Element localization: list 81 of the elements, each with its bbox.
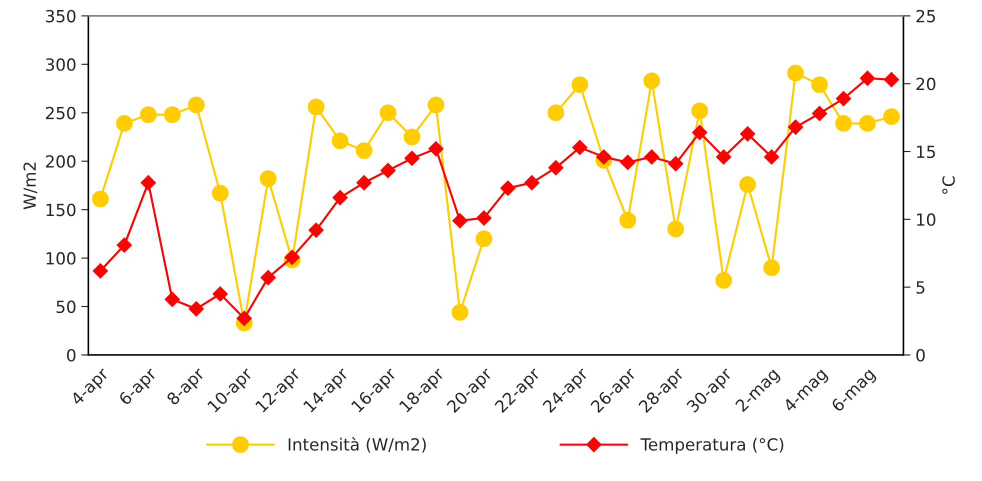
y-axis-title: W/m2 <box>23 162 38 210</box>
point <box>260 270 276 286</box>
point <box>188 301 204 316</box>
y-tick-label: 250 <box>46 106 76 120</box>
point <box>260 170 277 187</box>
point <box>619 212 636 229</box>
point <box>308 98 324 116</box>
point <box>548 160 564 176</box>
y2-tick-label: 10 <box>917 213 936 226</box>
point <box>787 64 804 82</box>
point <box>476 210 492 226</box>
point <box>92 263 108 278</box>
point <box>884 72 900 88</box>
y-tick-label: 150 <box>46 204 76 216</box>
point <box>643 72 660 90</box>
point <box>500 180 516 196</box>
point <box>596 149 612 165</box>
point <box>715 272 732 289</box>
point <box>428 96 444 114</box>
point <box>284 250 300 265</box>
point <box>836 91 852 106</box>
point <box>92 190 109 208</box>
y2-tick-label: 25 <box>916 10 935 22</box>
point <box>140 175 156 190</box>
y-tick-label: 100 <box>46 252 76 265</box>
point <box>812 106 828 122</box>
point <box>763 259 780 276</box>
point <box>332 132 348 150</box>
y-tick-label: 300 <box>46 58 76 71</box>
point <box>548 104 564 122</box>
point <box>164 106 181 124</box>
point <box>644 149 660 165</box>
point <box>140 106 157 124</box>
y-tick-label: 200 <box>46 155 76 168</box>
y2-tick-label: 20 <box>916 78 936 90</box>
point <box>571 76 588 93</box>
point <box>835 115 852 132</box>
legend-label: Intensità (W/m2) <box>288 437 426 453</box>
point <box>691 102 708 120</box>
point <box>356 142 372 159</box>
point <box>476 230 492 248</box>
y-tick-label: 50 <box>56 300 76 314</box>
point <box>452 213 468 228</box>
point <box>860 70 876 86</box>
point <box>524 175 540 190</box>
point <box>739 176 756 193</box>
y2-tick-label: 0 <box>916 348 925 362</box>
y2-axis-title: °C <box>942 176 955 194</box>
point <box>212 184 229 202</box>
point <box>212 286 228 302</box>
point <box>668 156 684 172</box>
point <box>572 140 588 156</box>
point <box>452 304 468 321</box>
y-tick-label: 0 <box>67 348 76 362</box>
y2-tick-label: 5 <box>916 281 924 294</box>
point <box>404 128 420 146</box>
point <box>236 310 252 326</box>
legend-label: Temperatura (°C) <box>640 438 784 454</box>
point <box>788 120 804 135</box>
point <box>667 220 684 238</box>
point <box>404 150 420 166</box>
point <box>764 149 780 165</box>
point <box>692 124 708 140</box>
point <box>740 126 756 142</box>
point <box>188 96 205 114</box>
point <box>859 115 876 132</box>
point <box>332 190 348 206</box>
point <box>428 141 444 156</box>
point <box>116 115 133 132</box>
point <box>164 292 180 307</box>
point <box>716 149 732 165</box>
point <box>308 222 324 238</box>
point <box>380 162 396 178</box>
point <box>356 175 372 190</box>
point <box>620 154 636 170</box>
point <box>380 104 396 122</box>
y-tick-label: 350 <box>46 10 76 22</box>
point <box>811 76 828 93</box>
point <box>116 238 132 253</box>
point <box>883 108 900 125</box>
y2-tick-label: 15 <box>917 146 935 158</box>
